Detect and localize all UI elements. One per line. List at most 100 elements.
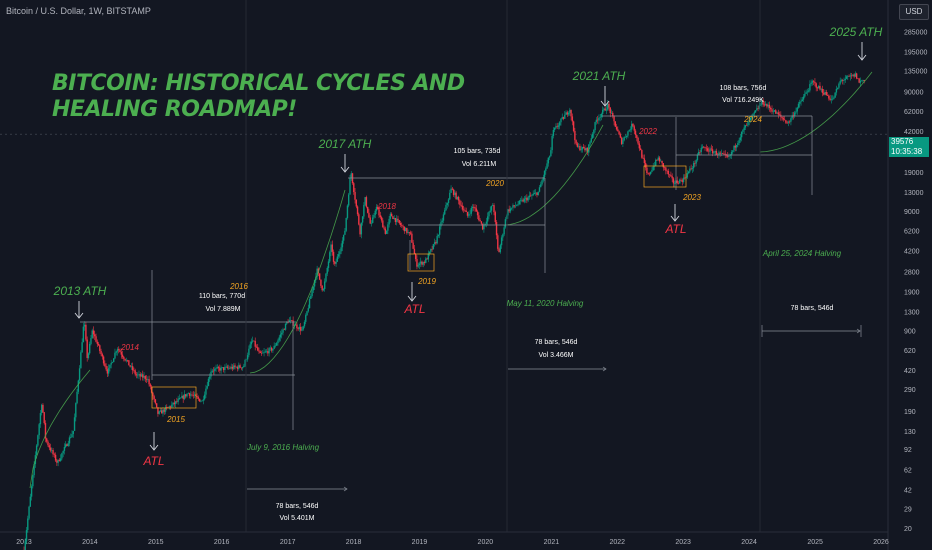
candle-body [312, 286, 315, 291]
candle-body [836, 87, 839, 89]
candle-body [735, 144, 738, 148]
candle-body [296, 324, 298, 329]
candle-body [748, 120, 750, 122]
candle-body [332, 251, 335, 262]
measure-bars-2020-halving: 78 bars, 546d [535, 339, 578, 346]
candle-body [456, 196, 459, 200]
candle-body [39, 413, 42, 425]
candle-body [278, 337, 280, 341]
candle-body [197, 397, 200, 399]
candle-body [308, 298, 311, 309]
candle-body [406, 227, 408, 233]
candle-body [283, 329, 285, 331]
candle-body [667, 170, 670, 175]
candle-body [681, 180, 683, 183]
candle-body [210, 371, 212, 377]
candle-body [149, 384, 152, 387]
candle-body [243, 365, 245, 368]
candle-body [63, 446, 66, 451]
candle-body [804, 93, 806, 97]
candle-body [546, 163, 548, 169]
candle-body [500, 237, 503, 246]
candle-body [603, 108, 605, 110]
candle-body [407, 232, 409, 233]
candle-body [801, 99, 804, 102]
candle-body [281, 332, 283, 335]
candle-body [341, 240, 344, 248]
y-tick-label: 900 [904, 328, 916, 335]
candle-body [459, 200, 461, 205]
year-label-2019: 2019 [417, 277, 436, 286]
candle-body [421, 261, 423, 265]
candle-body [556, 126, 558, 127]
ath-label-2013: 2013 ATH [53, 284, 107, 298]
candle-body [366, 206, 369, 213]
candle-body [799, 101, 801, 104]
candle-body [229, 367, 231, 369]
candle-body [636, 135, 638, 138]
candle-body [104, 363, 106, 367]
candle-body [95, 336, 97, 342]
candle-body [190, 394, 192, 396]
candle-body [800, 101, 802, 102]
candle-body [461, 205, 464, 210]
candle-body [839, 80, 841, 84]
symbol-title[interactable]: Bitcoin / U.S. Dollar, 1W, BITSTAMP [6, 6, 151, 16]
year-label-2020: 2020 [485, 179, 504, 188]
candle-body [92, 330, 95, 335]
candle-body [361, 216, 364, 223]
candle-body [264, 351, 267, 353]
candle-body [628, 130, 630, 132]
candle-body [733, 145, 735, 151]
candle-body [233, 365, 235, 369]
candle-body [385, 230, 388, 234]
candle-body [428, 251, 431, 254]
candle-body [408, 232, 411, 233]
candle-body [342, 234, 345, 241]
candle-body [589, 141, 591, 145]
candle-body [382, 220, 384, 228]
chart-headline: BITCOIN: HISTORICAL CYCLES AND HEALING R… [52, 71, 465, 123]
candle-body [570, 109, 572, 117]
candle-body [161, 410, 163, 414]
candle-body [124, 358, 126, 361]
candle-body [300, 326, 302, 331]
candle-body [68, 437, 71, 444]
candle-body [32, 475, 34, 487]
candle-body [553, 127, 556, 130]
candle-body [670, 175, 672, 177]
candle-body [695, 160, 697, 164]
currency-button[interactable]: USD [899, 4, 929, 20]
candle-body [211, 370, 213, 372]
candle-body [354, 192, 356, 200]
candle-body [120, 352, 122, 355]
candle-body [724, 153, 726, 155]
candle-body [130, 366, 133, 367]
candle-body [294, 324, 297, 326]
ath-arrow-2025-head [857, 54, 867, 61]
candle-body [388, 218, 390, 225]
y-tick-label: 285000 [904, 30, 927, 37]
candle-body [336, 256, 339, 262]
candle-body [518, 200, 520, 205]
candle-body [658, 157, 661, 162]
measure-vol-2016-halving: Vol 5.401M [279, 515, 314, 522]
candle-body [694, 163, 696, 164]
candle-body [111, 362, 114, 363]
candle-body [740, 131, 743, 138]
candle-body [623, 137, 625, 141]
candle-body [535, 192, 537, 194]
candle-body [192, 395, 195, 396]
candle-body [639, 148, 642, 151]
candle-body [613, 116, 615, 122]
candle-body [445, 205, 447, 211]
candle-body [176, 401, 178, 402]
candle-body [279, 334, 282, 338]
candle-body [318, 273, 321, 280]
y-tick-label: 6200 [904, 228, 920, 235]
candle-body [787, 121, 790, 123]
candle-body [601, 109, 604, 114]
candle-body [217, 367, 220, 369]
candle-body [259, 351, 261, 353]
